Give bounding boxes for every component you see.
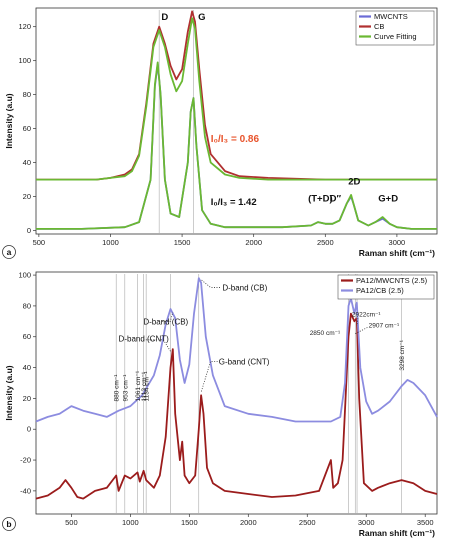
leader-line [200,361,218,393]
wavenumber-label: 1112 cm⁻¹ [141,371,148,401]
y-tick-label: 20 [23,192,31,201]
x-axis-label: Raman shift (cm⁻¹) [359,248,435,258]
y-axis-label: Intensity (a.u) [4,93,14,148]
y-tick-label: 100 [18,271,31,280]
annotation-d: D [161,12,168,23]
legend-label: CB [374,22,384,31]
series-line-pa12-cb-2-5- [35,277,438,423]
plot-frame [35,271,438,515]
x-tick-label: 2500 [299,518,316,527]
y-tick-label: 80 [23,90,31,99]
y-tick-label: 120 [18,22,31,31]
wavenumber-label: 3298 cm⁻¹ [399,339,406,370]
band-label-d-cnt: D-band (CNT) [119,334,170,343]
wavenumber-label: 2922cm⁻¹ [352,312,382,319]
wavenumber-label: 2850 cm⁻¹ [310,330,341,337]
band-label-g-cb: D-band (CB) [222,283,267,292]
annotation-g-plus-d: G+D [378,194,398,205]
y-tick-label: 80 [23,301,31,310]
x-tick-label: 1500 [174,238,191,247]
x-tick-label: 500 [65,518,78,527]
x-tick-label: 500 [33,238,46,247]
leader-line [162,311,174,322]
y-tick-label: 60 [23,332,31,341]
panel-label-circle [2,245,16,259]
legend-label: PA12/CB (2.5) [356,286,404,295]
series-line-pa12-mwcnts-2-5- [35,312,438,500]
x-tick-label: 3500 [417,518,434,527]
wavenumber-label: 2907 cm⁻¹ [369,322,400,329]
wavenumber-label: 1134 cm⁻¹ [144,371,151,402]
y-tick-label: 100 [18,56,31,65]
y-tick-label: 60 [23,124,31,133]
legend [337,274,435,300]
x-tick-label: 1000 [102,238,119,247]
x-tick-label: 2000 [245,238,262,247]
annotation-d-double-prime: D″ [330,194,342,205]
legend-label: PA12/MWCNTS (2.5) [356,276,428,285]
y-tick-label: -20 [20,456,31,465]
panel-b: 500 1000 1500 2000 2500 3000 3500 -40 -20 0 20 40 60… [2,271,438,538]
annotation-g: G [198,12,205,23]
x-tick-label: 1000 [122,518,139,527]
x-tick-label: 3000 [358,518,375,527]
y-tick-label: 40 [23,363,31,372]
y-tick-label: 20 [23,394,31,403]
y-tick-label: -40 [20,486,31,495]
series-line-fit-3 [36,61,437,230]
wavenumber-label: 880 cm⁻¹ [114,374,121,402]
leader-line [200,279,220,288]
x-axis-label: Raman shift (cm⁻¹) [359,528,435,538]
x-tick-label: 2500 [317,238,334,247]
x-tick-label: 3000 [389,238,406,247]
panel-label-circle [2,517,16,531]
panel-label: a [7,247,12,257]
y-tick-label: 40 [23,158,31,167]
x-tick-label: 2000 [240,518,257,527]
annotation-ratio-cb: I₀/I₃ = 0.86 [211,134,260,145]
y-tick-label: 0 [27,425,31,434]
annotation-ratio-mwcnts: I₀/I₃ = 1.42 [211,197,257,208]
series-line-curve-fitting [36,17,437,181]
wavenumber-label: 953 cm⁻¹ [122,374,129,402]
x-tick-label: 1500 [181,518,198,527]
annotation-2d: 2D [348,177,360,188]
legend-label: Curve Fitting [374,32,417,41]
band-label-d-cb: D-band (CB) [143,317,188,326]
y-tick-label: 0 [27,226,31,235]
plot-frame [35,7,438,235]
panel-label: b [6,519,11,529]
wavenumber-label: 1061 cm⁻¹ [135,370,142,401]
annotation-t-plus-d: (T+D) [308,194,333,205]
y-axis-label: Intensity (a.u) [4,365,14,420]
band-label-g-cnt: G-band (CNT) [219,357,270,366]
legend-label: MWCNTS [374,12,408,21]
leader-line [143,339,172,353]
panel-a: 500 1000 1500 2000 2500 3000 0 20 40 60 80 100 120 Ra… [2,7,438,259]
